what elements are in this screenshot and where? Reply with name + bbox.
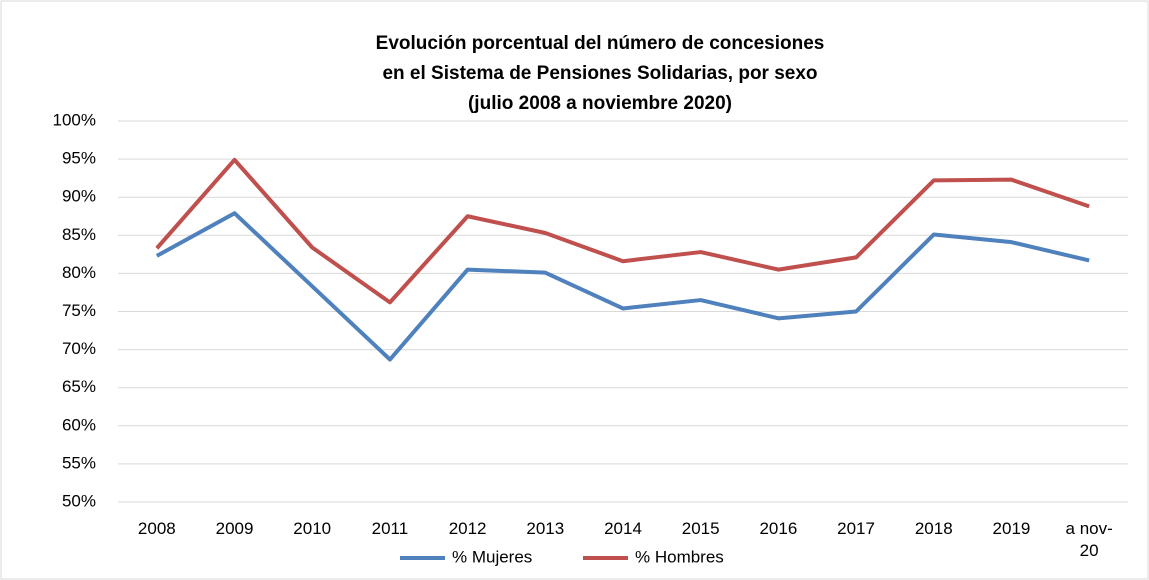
x-tick-label: 2013 [526, 519, 565, 538]
chart-title: en el Sistema de Pensiones Solidarias, p… [382, 63, 817, 84]
x-tick-label: 2015 [681, 519, 720, 538]
x-tick-label: 2018 [914, 519, 953, 538]
y-tick-label: 85% [62, 225, 96, 244]
x-tick-label: 2016 [759, 519, 798, 538]
x-tick-label: 2012 [448, 519, 487, 538]
x-tick-label: 2019 [992, 519, 1031, 538]
x-tick-label: 2017 [837, 519, 875, 538]
chart-title: (julio 2008 a noviembre 2020) [468, 93, 732, 114]
x-tick-label: 2014 [604, 519, 642, 538]
y-tick-label: 60% [62, 415, 96, 434]
y-tick-label: 70% [62, 339, 96, 358]
y-tick-label: 55% [62, 453, 96, 472]
y-tick-label: 75% [62, 301, 96, 320]
series-line [155, 157, 1090, 305]
x-tick-label: 2010 [293, 519, 332, 538]
x-tick-label: a nov-20 [1065, 519, 1113, 560]
x-tick-label: 2011 [371, 519, 409, 538]
y-tick-label: 100% [53, 110, 96, 129]
y-tick-label: 65% [62, 377, 96, 396]
x-tick-label: 2009 [215, 519, 254, 538]
y-tick-label: 50% [62, 491, 96, 510]
y-tick-label: 95% [62, 149, 96, 168]
series-line [155, 211, 1090, 362]
y-tick-label: 80% [62, 263, 96, 282]
chart-title: Evolución porcentual del número de conce… [376, 33, 825, 54]
y-tick-label: 90% [62, 187, 96, 206]
legend-label: % Hombres [635, 547, 724, 566]
x-tick-label: 2008 [137, 519, 176, 538]
legend-label: % Mujeres [452, 547, 532, 566]
